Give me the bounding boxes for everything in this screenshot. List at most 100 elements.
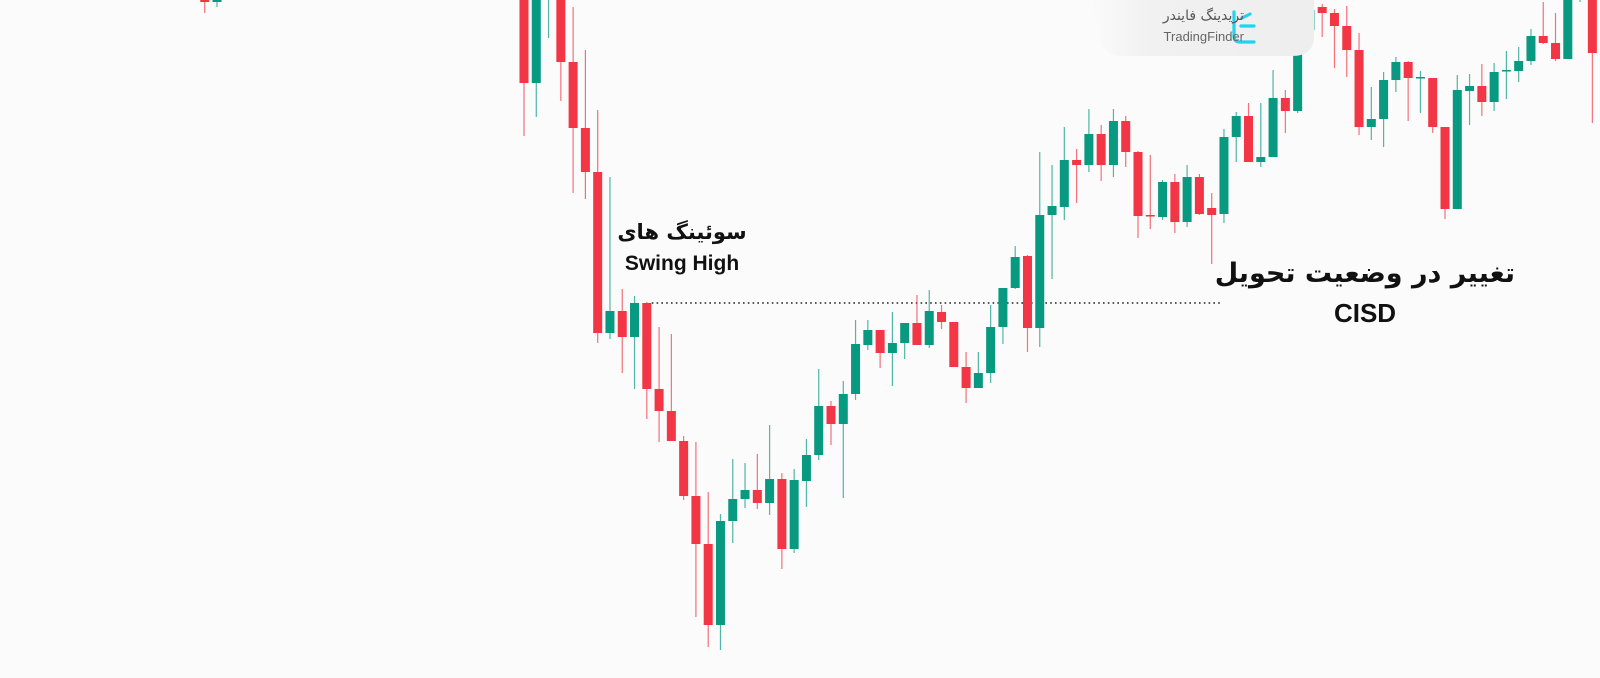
bullish-candle <box>1158 180 1168 220</box>
bearish-candle <box>679 436 689 500</box>
candle-body <box>1231 116 1241 137</box>
bullish-candle <box>1366 87 1376 140</box>
bearish-candle <box>875 330 885 368</box>
bullish-candle <box>1084 109 1094 172</box>
candle-body <box>1256 157 1266 162</box>
candle-body <box>1526 36 1536 61</box>
candle-body <box>875 330 885 353</box>
candle-body <box>617 311 627 337</box>
bearish-candle <box>961 352 971 403</box>
candle-body <box>654 389 664 411</box>
candle-body <box>630 303 640 337</box>
candle-body <box>1121 121 1131 152</box>
candle-body <box>1072 160 1082 165</box>
candle-body <box>1268 98 1278 157</box>
bearish-candle <box>1587 0 1597 123</box>
candle-body <box>1465 86 1475 91</box>
candle-body <box>900 323 910 343</box>
swing-high-label-persian: سوئینگ های <box>617 220 747 244</box>
candle-body <box>1587 0 1597 53</box>
bullish-candle <box>212 0 222 7</box>
candle-body <box>1440 127 1450 209</box>
candle-body <box>863 330 873 345</box>
candle-body <box>1096 134 1106 165</box>
bearish-candle <box>1280 90 1290 133</box>
candle-body <box>838 394 848 424</box>
candle-body <box>1379 80 1389 119</box>
candle-body <box>1010 257 1020 288</box>
candle-body <box>1489 72 1499 102</box>
bearish-candle <box>1317 4 1327 37</box>
candles-group <box>200 0 1597 650</box>
bullish-candle <box>728 459 738 543</box>
bullish-candle <box>863 320 873 350</box>
bearish-candle <box>1551 13 1561 61</box>
bullish-candle <box>1035 152 1045 347</box>
candle-body <box>666 411 676 441</box>
candle-body <box>1477 86 1487 102</box>
candle-body <box>801 455 811 481</box>
bearish-candle <box>1170 174 1180 233</box>
bearish-candle <box>1121 116 1131 167</box>
bearish-candle <box>1354 33 1364 135</box>
bullish-candle <box>998 288 1008 344</box>
cisd-label-persian: تغییر در وضعیت تحویل <box>1214 258 1515 289</box>
candle-body <box>212 0 222 2</box>
candle-body <box>715 521 725 625</box>
bullish-candle <box>1415 71 1425 113</box>
candle-body <box>703 544 713 625</box>
candle-body <box>1207 208 1217 215</box>
bullish-candle <box>887 312 897 386</box>
bearish-candle <box>617 289 627 373</box>
bullish-candle <box>547 0 550 38</box>
bullish-candle <box>1379 72 1389 147</box>
candle-body <box>1501 70 1511 72</box>
candle-body <box>1354 50 1364 127</box>
candle-body <box>1244 116 1254 162</box>
candle-body <box>556 0 566 62</box>
bullish-candle <box>1391 57 1401 92</box>
candle-body <box>912 323 922 345</box>
bearish-candle <box>937 305 947 329</box>
bearish-candle <box>1428 78 1438 133</box>
tradingfinder-logo-icon <box>1232 10 1256 44</box>
candle-body <box>1342 26 1352 50</box>
bullish-candle <box>973 352 983 388</box>
bullish-candle <box>838 381 848 498</box>
candle-body <box>1022 256 1032 328</box>
candle-body <box>1158 182 1168 217</box>
candle-body <box>593 172 603 333</box>
bearish-candle <box>1538 2 1548 44</box>
candle-body <box>200 0 210 2</box>
candle-body <box>924 311 934 345</box>
bullish-candle <box>1256 103 1266 167</box>
candle-body <box>1219 137 1229 214</box>
candle-body <box>1194 177 1204 214</box>
candle-body <box>961 367 971 388</box>
bearish-candle <box>1440 127 1450 219</box>
bullish-candle <box>630 296 640 389</box>
candle-body <box>1035 215 1045 328</box>
bullish-candle <box>851 320 861 400</box>
bearish-candle <box>568 7 578 193</box>
bullish-candle <box>924 290 934 348</box>
swing-high-label: Swing High <box>624 252 740 275</box>
bearish-candle <box>1403 61 1413 121</box>
bullish-candle <box>531 0 541 117</box>
bearish-candle <box>1096 125 1106 181</box>
candle-body <box>777 479 787 549</box>
candle-body <box>789 480 799 549</box>
bearish-candle <box>752 454 762 509</box>
bullish-candle <box>1219 129 1229 223</box>
bearish-candle <box>200 0 210 13</box>
bullish-candle <box>1231 112 1241 162</box>
bearish-candle <box>1207 193 1217 264</box>
candle-body <box>1108 121 1118 165</box>
candle-body <box>851 344 861 394</box>
bullish-candle <box>1452 75 1462 209</box>
candle-body <box>1133 152 1143 216</box>
bullish-candle <box>1501 51 1511 99</box>
bullish-candle <box>715 514 725 650</box>
bullish-candle <box>801 439 811 507</box>
